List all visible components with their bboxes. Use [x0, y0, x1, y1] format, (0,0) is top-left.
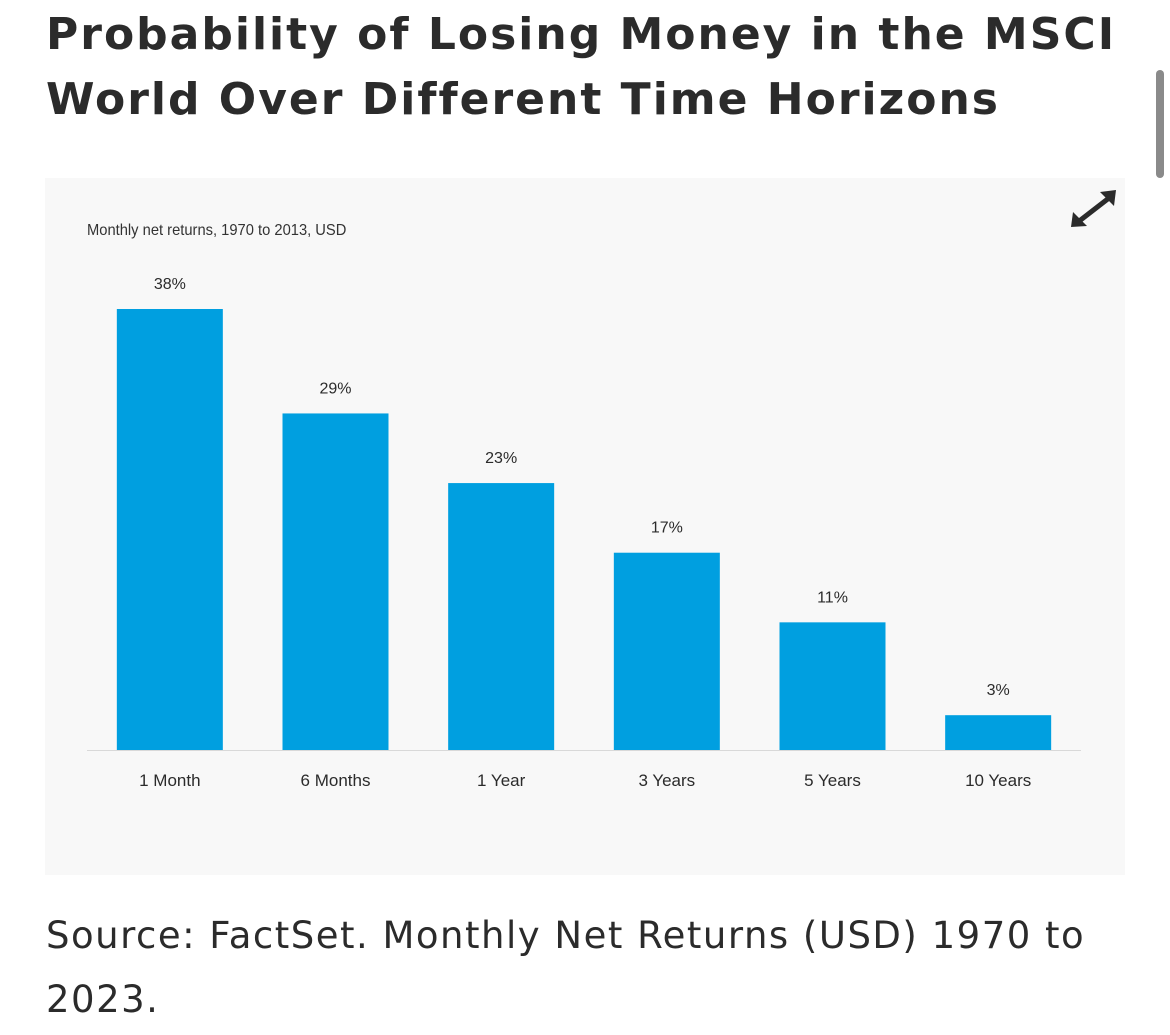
data-label: 3% [987, 682, 1010, 699]
scrollbar[interactable] [1156, 70, 1164, 178]
x-tick-label: 5 Years [804, 771, 861, 790]
source-note: Source: FactSet. Monthly Net Returns (US… [46, 914, 1086, 1021]
data-label: 11% [817, 589, 848, 606]
chart-card: Monthly net returns, 1970 to 2013, USD 3… [45, 178, 1125, 875]
data-label: 38% [154, 276, 186, 293]
x-tick-label: 1 Year [477, 771, 526, 790]
expand-button[interactable] [1065, 186, 1121, 230]
bar-10-years [945, 715, 1052, 750]
chart-subtitle: Monthly net returns, 1970 to 2013, USD [87, 222, 347, 239]
bar-1-year [448, 483, 555, 750]
page-title: Probability of Losing Money in the MSCI … [46, 9, 1117, 125]
x-tick-label: 1 Month [139, 771, 200, 790]
expand-arrows-icon [1071, 190, 1116, 227]
bar-1-month [116, 309, 223, 750]
bar-3-years [613, 552, 720, 750]
data-label: 17% [651, 520, 683, 537]
x-tick-label: 3 Years [638, 771, 695, 790]
bar-6-months [282, 413, 389, 750]
x-tick-label: 10 Years [965, 771, 1031, 790]
bar-chart: 38% 1 Month 29% 6 Months 23% 1 Year 17% 3 Years… [87, 276, 1081, 790]
data-label: 23% [485, 450, 517, 467]
x-tick-label: 6 Months [301, 771, 371, 790]
data-label: 29% [319, 380, 351, 397]
bar-5-years [779, 622, 886, 750]
